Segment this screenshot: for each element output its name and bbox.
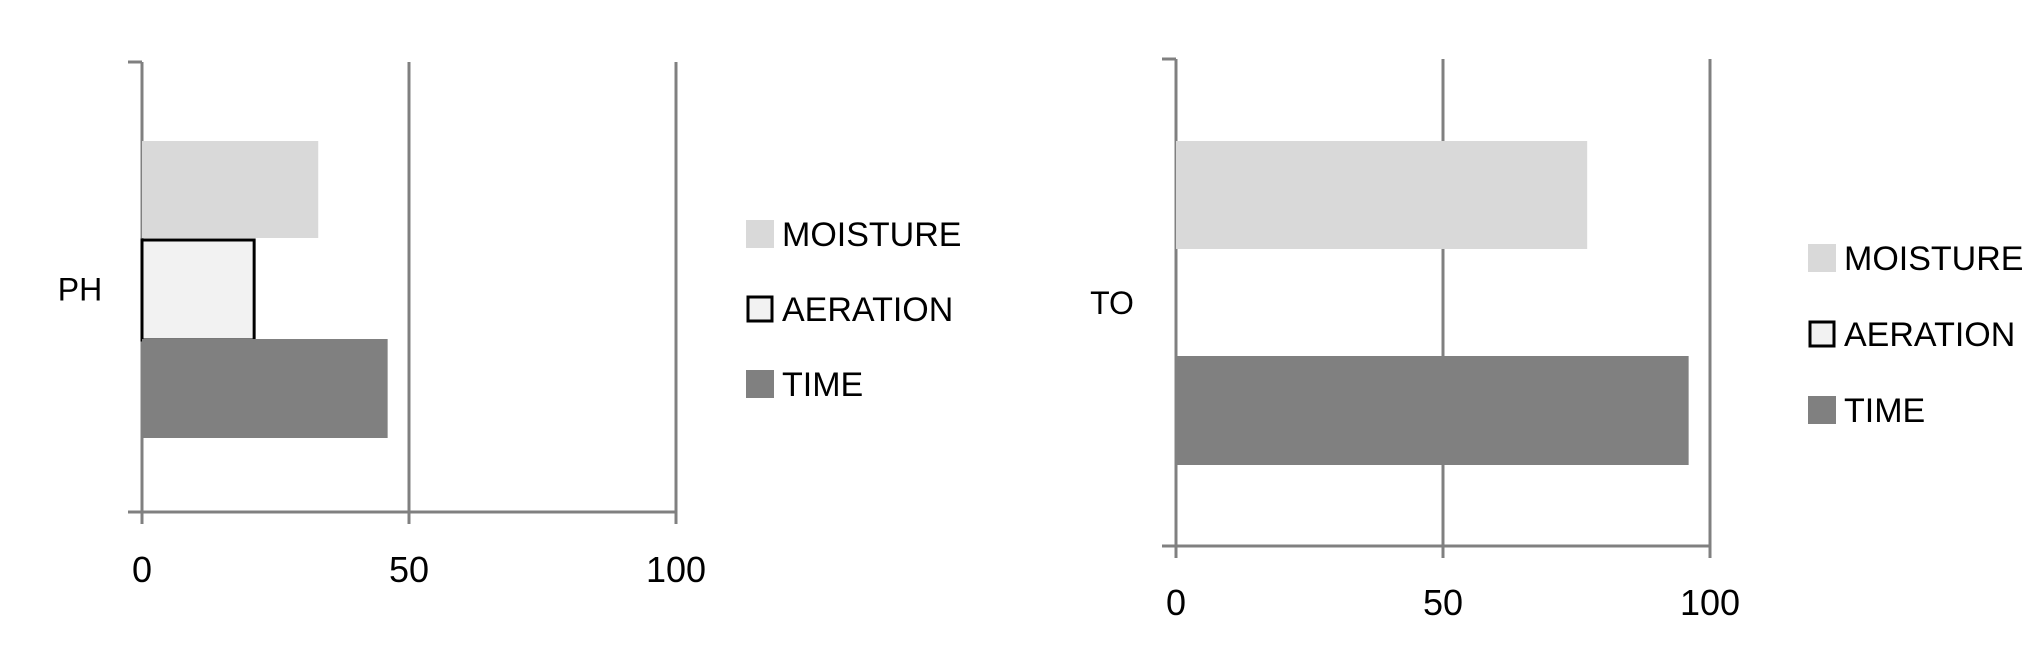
legend-swatch-aeration	[746, 295, 774, 323]
x-tick-label: 50	[1423, 582, 1463, 623]
legend-label: MOISTURE	[1844, 240, 2023, 278]
bar-moisture	[1176, 141, 1588, 249]
legend-label: MOISTURE	[782, 216, 961, 254]
legend-label: AERATION	[1844, 316, 2015, 354]
legend-label: AERATION	[782, 291, 953, 329]
x-tick-label: 50	[389, 549, 429, 590]
x-tick-label: 100	[646, 549, 706, 590]
x-tick-label: 0	[1166, 582, 1186, 623]
chart-to: 0 50 100 TO MOISTURE AERATION TIME	[1090, 57, 2023, 623]
chart-ph: 0 50 100 PH MOISTURE AERATION TIME	[58, 60, 961, 590]
bar-aeration	[140, 238, 256, 342]
x-tick-label: 0	[132, 549, 152, 590]
x-tick-label: 100	[1680, 582, 1740, 623]
legend-swatch-moisture	[746, 220, 774, 248]
legend-swatch-time	[746, 370, 774, 398]
bar-moisture	[142, 141, 319, 238]
category-label: TO	[1090, 285, 1134, 321]
legend-swatch-aeration	[1808, 320, 1836, 348]
bar-time	[142, 339, 388, 438]
bar-time	[1176, 356, 1689, 465]
legend-swatch-moisture	[1808, 244, 1836, 272]
legend-swatch-time	[1808, 396, 1836, 424]
legend-label: TIME	[782, 366, 863, 404]
legend-label: TIME	[1844, 392, 1925, 430]
category-label: PH	[58, 272, 102, 308]
